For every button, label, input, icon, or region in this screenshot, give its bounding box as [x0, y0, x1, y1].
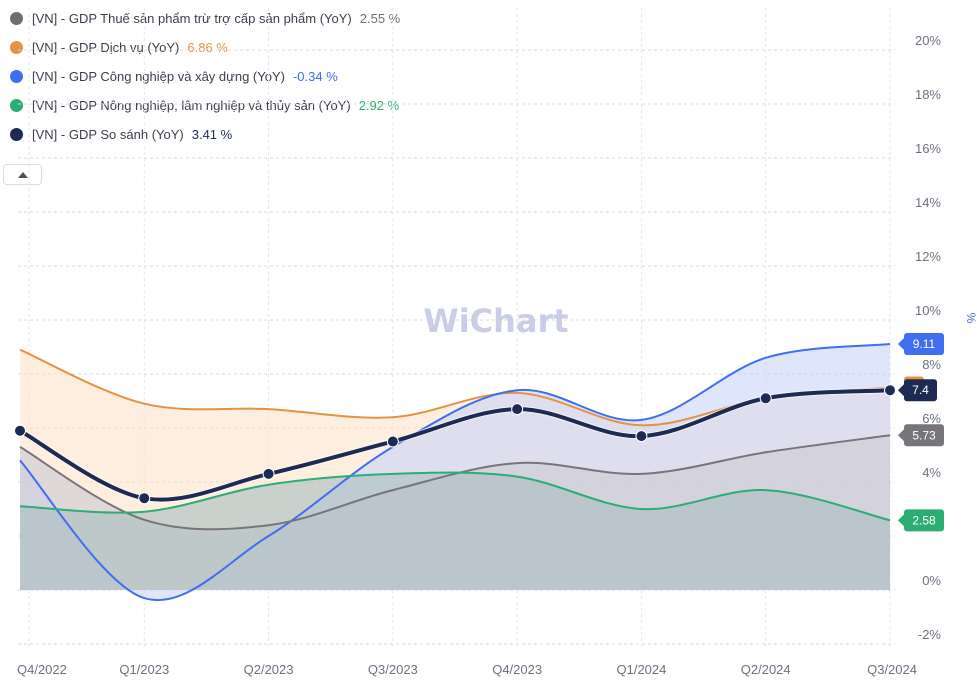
legend-color-dot	[10, 99, 23, 112]
series-area	[20, 472, 890, 590]
legend-value: 6.86 %	[187, 40, 228, 55]
legend-item[interactable]: [VN] - GDP Dịch vụ (YoY) 6.86 %	[10, 33, 400, 62]
end-label-pointer	[898, 429, 904, 442]
y-tick-label: 4%	[922, 465, 941, 480]
y-axis-unit: %	[964, 313, 977, 324]
data-point-marker[interactable]	[386, 435, 399, 448]
legend-color-dot	[10, 41, 23, 54]
legend-label: [VN] - GDP So sánh (YoY)	[32, 127, 184, 142]
data-point-marker[interactable]	[138, 492, 151, 505]
x-tick-label: Q3/2023	[368, 662, 418, 677]
series-line[interactable]	[19, 471, 891, 522]
legend-item[interactable]: [VN] - GDP Công nghiệp và xây dựng (YoY)…	[10, 62, 400, 91]
legend-item[interactable]: [VN] - GDP So sánh (YoY) 3.41 %	[10, 120, 400, 149]
end-label-badge	[904, 379, 937, 402]
x-tick-label: Q1/2024	[616, 662, 666, 677]
end-label-text: 9.11	[913, 337, 936, 351]
legend-value: 2.55 %	[359, 11, 401, 26]
x-tick-label: Q1/2023	[119, 662, 169, 677]
end-label-text: 7.4	[912, 383, 929, 397]
y-tick-label: 16%	[915, 141, 941, 156]
y-tick-label: 18%	[915, 87, 941, 102]
y-tick-label: 6%	[922, 411, 941, 426]
data-point-marker[interactable]	[635, 430, 648, 443]
legend-color-dot	[10, 128, 23, 141]
y-tick-label: 12%	[915, 249, 941, 264]
data-point-marker[interactable]	[262, 467, 275, 480]
x-tick-label: Q2/2023	[244, 662, 294, 677]
chevron-up-icon	[17, 171, 28, 178]
end-label-pointer	[898, 338, 904, 351]
legend-color-dot	[10, 12, 23, 25]
data-point-marker[interactable]	[511, 403, 524, 416]
end-label-text: 5.73	[912, 428, 936, 442]
y-tick-label: 20%	[915, 33, 941, 48]
end-label-badge	[904, 333, 944, 356]
x-tick-label: Q3/2024	[867, 662, 917, 677]
legend-value: -0.34 %	[292, 69, 338, 84]
series-line[interactable]	[19, 343, 891, 601]
y-tick-label: 10%	[915, 303, 941, 318]
legend-label: [VN] - GDP Dịch vụ (YoY)	[32, 40, 180, 55]
legend-item[interactable]: [VN] - GDP Nông nghiệp, lâm nghiệp và th…	[10, 91, 400, 120]
legend-value: 2.92 %	[358, 98, 400, 113]
data-point-marker[interactable]	[884, 384, 896, 397]
collapse-legend-button[interactable]	[3, 164, 42, 185]
end-label-text: 2.58	[912, 513, 936, 527]
legend-color-dot	[10, 70, 23, 83]
end-label-badge	[904, 509, 944, 532]
legend-item[interactable]: [VN] - GDP Thuế sản phẩm trừ trợ cấp sản…	[10, 4, 400, 33]
x-tick-label: Q4/2022	[17, 662, 67, 677]
y-tick-label: 14%	[915, 195, 941, 210]
legend-label: [VN] - GDP Nông nghiệp, lâm nghiệp và th…	[32, 98, 351, 113]
legend-value: 3.41 %	[191, 127, 233, 142]
end-label-pointer	[898, 514, 904, 527]
x-tick-label: Q4/2023	[492, 662, 542, 677]
data-point-marker[interactable]	[759, 392, 772, 405]
data-point-marker[interactable]	[14, 424, 26, 437]
watermark-logo: WiChart	[423, 302, 568, 340]
y-tick-label: -2%	[918, 627, 942, 642]
chart-legend: [VN] - GDP Thuế sản phẩm trừ trợ cấp sản…	[10, 4, 400, 149]
series-line[interactable]	[19, 434, 891, 531]
y-tick-label: 8%	[922, 357, 941, 372]
legend-label: [VN] - GDP Thuế sản phẩm trừ trợ cấp sản…	[32, 11, 352, 26]
y-tick-label: 0%	[922, 573, 941, 588]
end-label-badge	[904, 424, 944, 447]
x-tick-label: Q2/2024	[741, 662, 791, 677]
legend-label: [VN] - GDP Công nghiệp và xây dựng (YoY)	[32, 69, 285, 84]
end-label-pointer	[898, 384, 904, 397]
